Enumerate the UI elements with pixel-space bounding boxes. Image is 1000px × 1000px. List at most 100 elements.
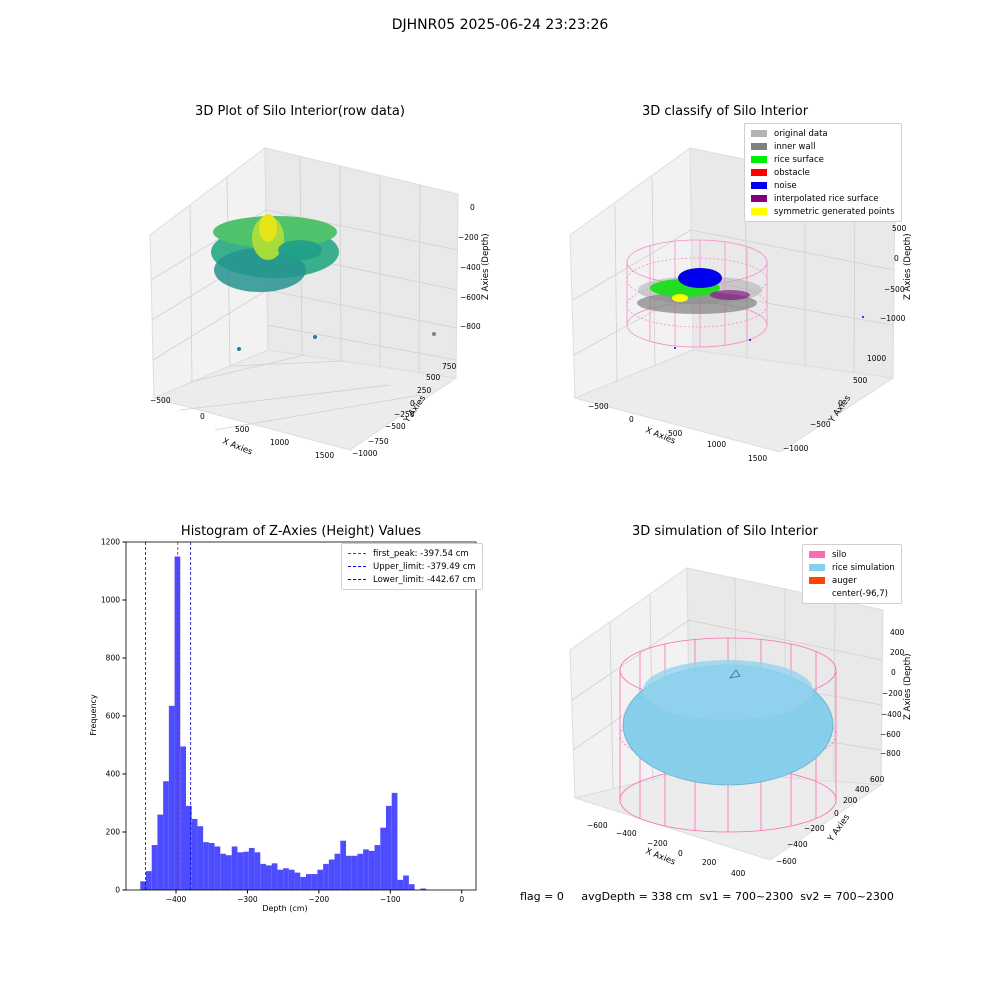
legend-swatch xyxy=(751,143,767,150)
sim-ytick-0: −600 xyxy=(776,857,797,866)
legend-swatch xyxy=(751,195,767,202)
legend-entry: obstacle xyxy=(751,166,895,179)
legend-entry: rice simulation xyxy=(809,561,895,574)
sim-ztick-4: −400 xyxy=(881,710,902,719)
histogram-bar xyxy=(391,792,398,890)
x-tick-label: −300 xyxy=(237,895,258,904)
classify-xtick-0: −500 xyxy=(588,402,609,411)
legend-line xyxy=(348,566,366,567)
classify-ztick-3: −1000 xyxy=(880,314,906,323)
histogram-bar xyxy=(408,884,415,890)
histogram-bar xyxy=(403,875,409,890)
histogram-bar xyxy=(208,843,215,890)
legend-entry: auger xyxy=(809,574,895,587)
raw-ytick-4: 0 xyxy=(410,399,415,408)
classify-ztick-2: −500 xyxy=(884,285,905,294)
classify-ytick-4: 1000 xyxy=(867,354,886,363)
raw-xtick-4: 1500 xyxy=(315,451,334,460)
raw-ytick-2: −500 xyxy=(385,422,406,431)
legend-swatch xyxy=(751,169,767,176)
legend-label: first_peak: -397.54 cm xyxy=(373,548,469,559)
y-tick-label: 400 xyxy=(106,770,121,779)
legend-swatch xyxy=(751,208,767,215)
histogram-bar xyxy=(374,845,381,890)
classify-legend: original data inner wall rice surface ob… xyxy=(744,123,902,222)
histogram-bar xyxy=(288,869,295,890)
histogram-bar xyxy=(254,852,261,890)
histogram-bar xyxy=(226,855,232,890)
legend-line xyxy=(348,553,366,554)
legend-swatch xyxy=(751,130,767,137)
histogram-bar xyxy=(311,874,318,890)
legend-entry: symmetric generated points xyxy=(751,205,895,218)
legend-label: noise xyxy=(774,180,797,191)
histogram-bar xyxy=(368,850,375,890)
sim-ytick-3: 0 xyxy=(834,809,839,818)
histogram-bar xyxy=(277,869,284,890)
histogram-legend: first_peak: -397.54 cm Upper_limit: -379… xyxy=(341,543,483,590)
classify-xtick-4: 1500 xyxy=(748,454,767,463)
legend-entry: rice surface xyxy=(751,153,895,166)
legend-label: rice surface xyxy=(774,154,824,165)
x-tick-label: −200 xyxy=(309,895,330,904)
histogram-bar xyxy=(271,863,278,890)
histogram-bar xyxy=(151,845,158,890)
classify-xtick-1: 0 xyxy=(629,415,634,424)
classify-ztick-0: 500 xyxy=(892,224,907,233)
y-tick-label: 800 xyxy=(106,654,121,663)
histogram-bar xyxy=(220,853,226,890)
histogram-bar xyxy=(260,863,266,890)
sim-ztick-5: −600 xyxy=(880,730,901,739)
legend-entry: silo xyxy=(809,548,895,561)
sim-ztick-6: −800 xyxy=(880,749,901,758)
raw-plot-title: 3D Plot of Silo Interior(row data) xyxy=(195,104,405,119)
classify-zlabel: Z Axies (Depth) xyxy=(903,233,913,300)
histogram-chart: −400 −300 −200 −100 0 0 200 400 600 800 1000 1200 D… xyxy=(89,538,477,913)
y-tick-label: 600 xyxy=(106,712,121,721)
sim-xtick-5: 400 xyxy=(731,869,746,878)
histogram-ylabel: Frequency xyxy=(89,694,98,736)
histogram-bar xyxy=(328,859,335,890)
sim-xtick-1: −400 xyxy=(616,829,637,838)
histogram-bar xyxy=(157,814,164,890)
raw-ytick-3: −250 xyxy=(394,410,415,419)
histogram-bar xyxy=(346,855,352,890)
sim-ztick-1: 200 xyxy=(890,648,905,657)
legend-label: original data xyxy=(774,128,828,139)
simulation-plot-title: 3D simulation of Silo Interior xyxy=(632,524,818,539)
classify-ytick-2: 0 xyxy=(838,399,843,408)
legend-swatch xyxy=(809,590,825,597)
classify-xtick-3: 1000 xyxy=(707,440,726,449)
sim-ztick-0: 400 xyxy=(890,628,905,637)
histogram-bar xyxy=(323,863,329,890)
sim-ytick-1: −400 xyxy=(787,840,808,849)
raw-xtick-1: 0 xyxy=(200,412,205,421)
classify-ytick-1: −500 xyxy=(810,420,831,429)
simulation-legend: silo rice simulation auger center(-96,7) xyxy=(802,544,902,604)
histogram-bar xyxy=(363,849,369,890)
histogram-xlabel: Depth (cm) xyxy=(262,904,307,913)
legend-label: center(-96,7) xyxy=(832,588,888,599)
legend-swatch xyxy=(809,564,825,571)
sim-ytick-6: 600 xyxy=(870,775,885,784)
y-tick-label: 1200 xyxy=(101,538,120,547)
legend-entry: inner wall xyxy=(751,140,895,153)
legend-label: Lower_limit: -442.67 cm xyxy=(373,574,476,585)
raw-ztick-2: −400 xyxy=(460,263,481,272)
classify-ztick-1: 0 xyxy=(894,254,899,263)
histogram-bar xyxy=(146,871,152,890)
x-tick-label: −400 xyxy=(166,895,187,904)
histogram-bar xyxy=(163,781,169,890)
raw-3d-plot: −500 0 500 1000 1500 −1000 −750 −500 −25… xyxy=(149,147,491,460)
sim-xtick-2: −200 xyxy=(647,839,668,848)
legend-entry: interpolated rice surface xyxy=(751,192,895,205)
raw-xtick-3: 1000 xyxy=(270,438,289,447)
histogram-bar xyxy=(266,865,272,890)
classify-ytick-0: −1000 xyxy=(783,444,809,453)
sim-ytick-2: −200 xyxy=(804,824,825,833)
sim-xtick-3: 0 xyxy=(678,849,683,858)
histogram-bar xyxy=(203,842,209,890)
histogram-bar xyxy=(283,868,289,890)
legend-line xyxy=(348,579,366,580)
sim-xtick-0: −600 xyxy=(587,821,608,830)
